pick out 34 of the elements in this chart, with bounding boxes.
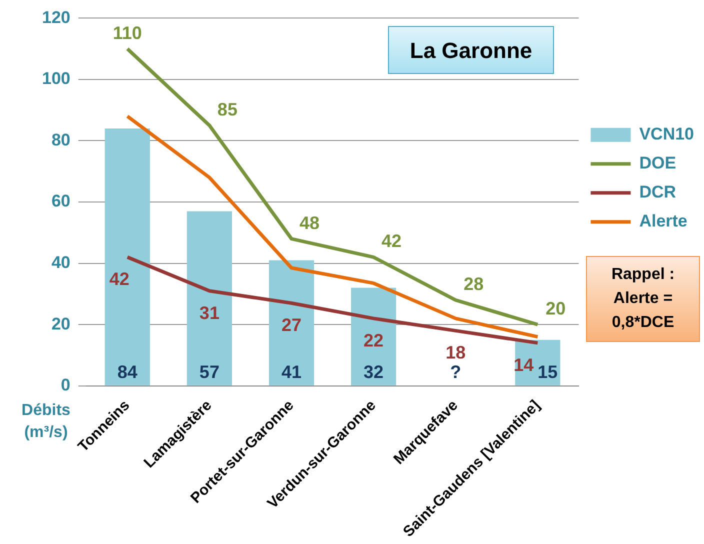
text: ?	[450, 362, 462, 382]
legend-label: DOE	[639, 154, 676, 173]
y-tick-label: 60	[51, 192, 70, 211]
data-label: 28	[464, 274, 484, 294]
y-tick-label: 20	[51, 314, 70, 334]
data-label: 42	[382, 231, 402, 252]
bar	[268, 260, 314, 386]
y-tick-label: 120	[42, 8, 70, 27]
y-tick-label: 0	[60, 376, 70, 395]
data-label: 41	[281, 362, 302, 382]
bar	[186, 211, 232, 386]
data-label: 84	[117, 362, 138, 382]
y-axis-title: Débits (m³/s)	[22, 402, 70, 441]
y-tick-label: 100	[42, 69, 70, 88]
data-label: 85	[217, 99, 238, 120]
data-label: 42	[109, 269, 130, 290]
data-label: 48	[299, 212, 320, 233]
data-label: 27	[281, 315, 302, 336]
text: La Garonne	[388, 26, 554, 74]
legend-label: Alerte	[639, 212, 688, 231]
legend-label: VCN10	[639, 124, 694, 144]
y-tick-label: 40	[51, 252, 70, 272]
data-label: 15	[538, 362, 558, 382]
data-label: 31	[199, 302, 220, 323]
data-label: 22	[364, 330, 384, 350]
data-label: 20	[546, 298, 566, 319]
bar	[104, 128, 150, 386]
data-label: 32	[364, 362, 384, 382]
data-label: 110	[112, 22, 142, 43]
y-tick-label: 80	[51, 130, 70, 150]
text: Rappel : Alerte = 0,8*DCE	[586, 256, 700, 342]
data-label: 18	[446, 342, 466, 363]
data-label: 57	[199, 362, 220, 382]
legend-label: DCR	[639, 182, 676, 202]
